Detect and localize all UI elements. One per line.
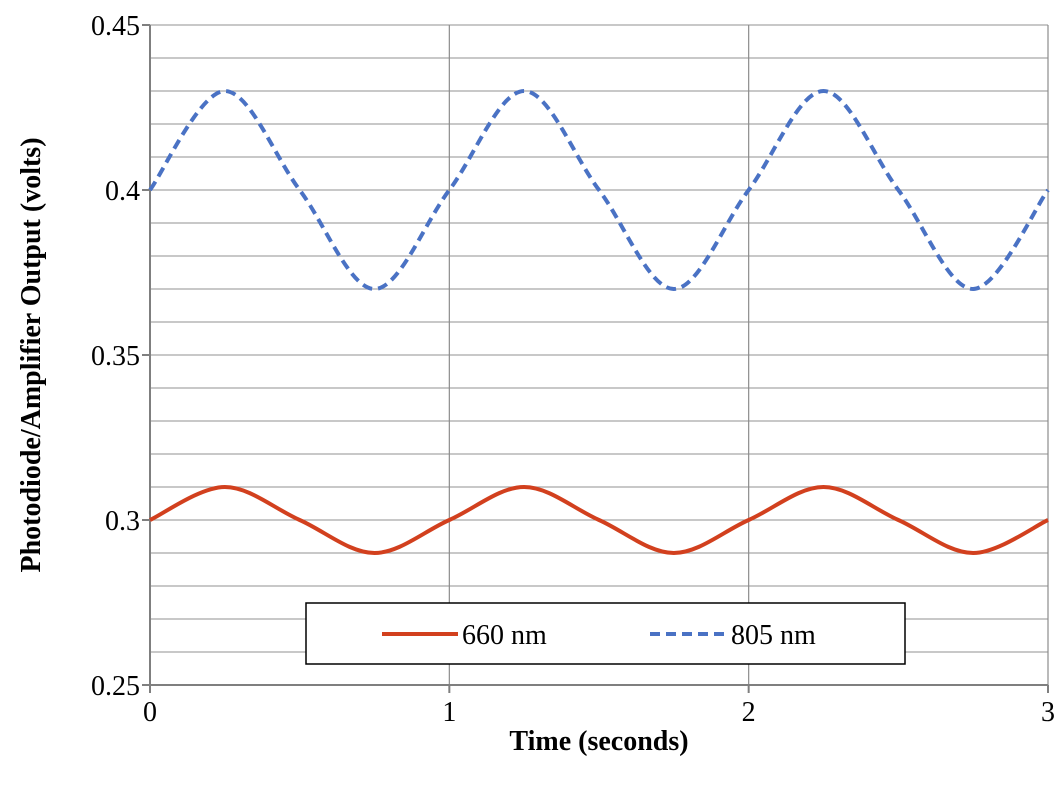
x-tick-label: 0 bbox=[143, 697, 157, 728]
y-tick-label: 0.3 bbox=[105, 506, 140, 537]
y-axis-title: Photodiode/Amplifier Output (volts) bbox=[16, 137, 47, 572]
x-tick-label: 2 bbox=[742, 697, 756, 728]
x-tick-label: 3 bbox=[1041, 697, 1055, 728]
x-axis-title: Time (seconds) bbox=[509, 726, 688, 757]
y-tick-label: 0.35 bbox=[91, 341, 140, 372]
axes bbox=[142, 24, 1049, 693]
series-layer bbox=[148, 89, 1050, 555]
legend-label-660nm: 660 nm bbox=[462, 620, 547, 651]
y-tick-label: 0.45 bbox=[91, 11, 140, 42]
tick-labels: 0.25 0.3 0.35 0.4 0.45 0 1 2 3 bbox=[91, 11, 1055, 728]
grid bbox=[150, 24, 1049, 685]
x-tick-label: 1 bbox=[442, 697, 456, 728]
legend: 660 nm 805 nm bbox=[305, 602, 906, 665]
y-tick-label: 0.25 bbox=[91, 671, 140, 702]
y-tick-label: 0.4 bbox=[105, 176, 140, 207]
legend-label-805nm: 805 nm bbox=[731, 620, 816, 651]
